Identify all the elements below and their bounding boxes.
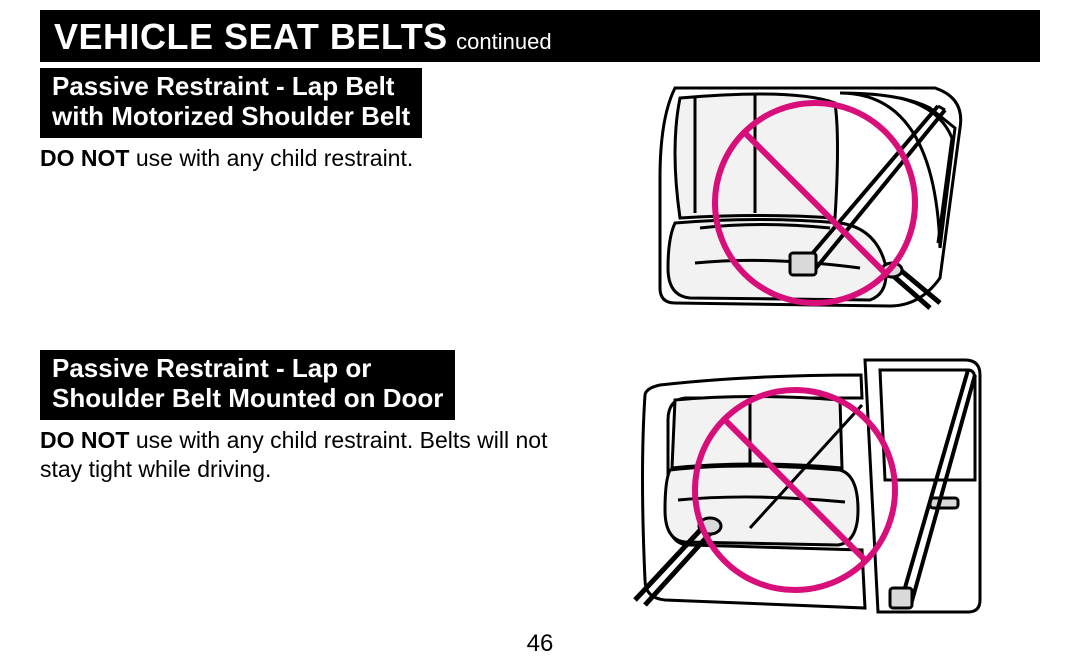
section-heading: Passive Restraint - Lap or Shoulder Belt… [40,350,455,420]
page-title-continued: continued [456,29,551,54]
heading-line-2: with Motorized Shoulder Belt [52,101,410,131]
page-number: 46 [527,630,554,658]
body-emphasis: DO NOT [40,145,129,171]
manual-page: VEHICLE SEAT BELTS continued Passive Res… [0,0,1080,664]
heading-line-1: Passive Restraint - Lap Belt [52,71,394,101]
illustration-door-mounted [580,350,1040,630]
heading-line-2: Shoulder Belt Mounted on Door [52,383,443,413]
section-body: DO NOT use with any child restraint. Bel… [40,426,580,484]
section-text: Passive Restraint - Lap Belt with Motori… [40,68,580,173]
section-body: DO NOT use with any child restraint. [40,144,580,173]
section-door-mounted-belt: Passive Restraint - Lap or Shoulder Belt… [40,350,1040,630]
heading-line-1: Passive Restraint - Lap or [52,353,371,383]
section-text: Passive Restraint - Lap or Shoulder Belt… [40,350,580,483]
page-title-main: VEHICLE SEAT BELTS [54,16,448,57]
section-motorized-shoulder-belt: Passive Restraint - Lap Belt with Motori… [40,68,1040,328]
illustration-motorized [580,68,1040,328]
section-heading: Passive Restraint - Lap Belt with Motori… [40,68,422,138]
body-emphasis: DO NOT [40,427,129,453]
page-title-bar: VEHICLE SEAT BELTS continued [40,10,1040,62]
body-rest: use with any child restraint. [129,145,413,171]
